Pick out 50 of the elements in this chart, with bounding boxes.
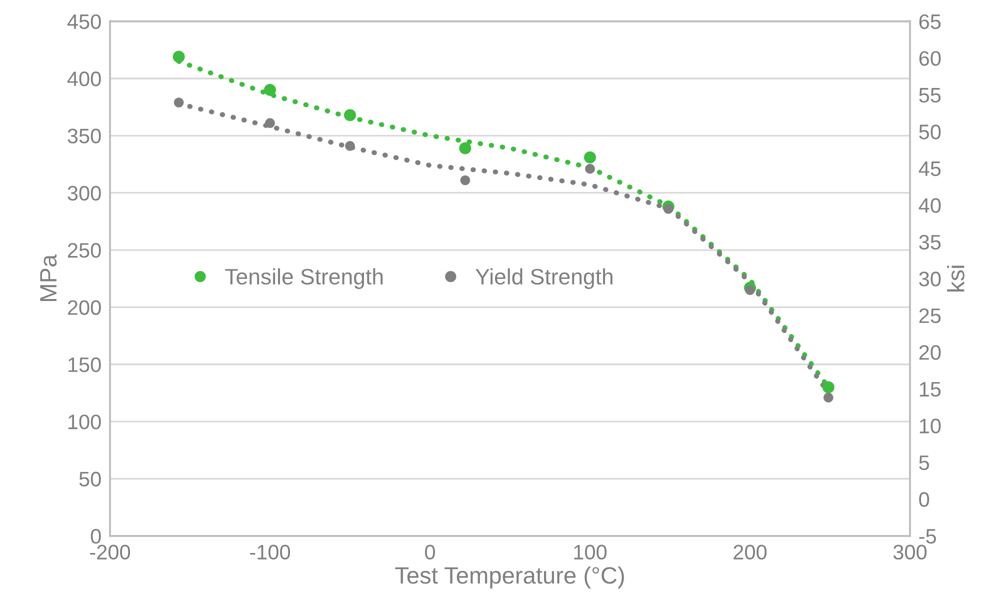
point [344,109,356,122]
y2-axis-title: ksi [947,266,964,292]
x-tick-label: -100 [250,544,290,560]
y-axis-title: MPa [40,254,57,301]
y2-tick-label: 50 [919,124,941,140]
legend-label: Yield Strength [476,268,612,289]
point [174,98,184,108]
y2-tick-label: 0 [919,492,930,507]
y-tick-label: 350 [68,128,101,144]
y2-tick-label: 25 [919,308,941,324]
y-tick-label: 250 [68,243,101,258]
point [584,151,596,164]
y-tick-label: 200 [68,300,101,315]
y2-tick-label: 55 [919,88,941,103]
x-axis-title: Test Temperature (°C) [395,566,624,588]
point [460,175,470,186]
legend-label: Tensile Strength [225,268,383,289]
x-tick-label: 100 [574,544,607,560]
point [823,392,834,402]
y2-tick-label: 60 [919,51,941,66]
y-tick-label: 150 [68,357,101,372]
y-tick-label: 50 [79,472,101,486]
x-tick-label: 200 [734,544,767,560]
y-tick-label: 400 [67,71,101,86]
point [745,285,755,295]
y-tick-label: 100 [68,414,101,430]
y2-tick-label: 15 [920,382,941,397]
y-tick-label: 0 [90,528,101,544]
point [264,84,276,96]
point [663,204,674,214]
y2-tick-label: 5 [919,456,930,470]
y2-tick-label: -5 [919,529,936,544]
y-tick-label: 450 [67,14,101,30]
point [459,142,472,154]
x-tick-label: 300 [893,544,927,560]
x-tick-label: -200 [90,544,130,560]
y2-tick-label: 20 [919,345,941,360]
y2-tick-label: 30 [919,272,941,286]
point [585,164,595,174]
y-tick-label: 300 [68,186,101,201]
point [822,381,834,394]
y2-tick-label: 45 [918,162,941,176]
x-tick-label: 0 [425,544,435,560]
y2-tick-label: 10 [920,418,941,434]
y2-tick-label: 65 [919,14,941,30]
point [345,141,355,151]
point [265,118,275,128]
point [172,50,185,63]
y2-tick-label: 35 [919,234,941,250]
y2-tick-label: 40 [918,198,941,213]
